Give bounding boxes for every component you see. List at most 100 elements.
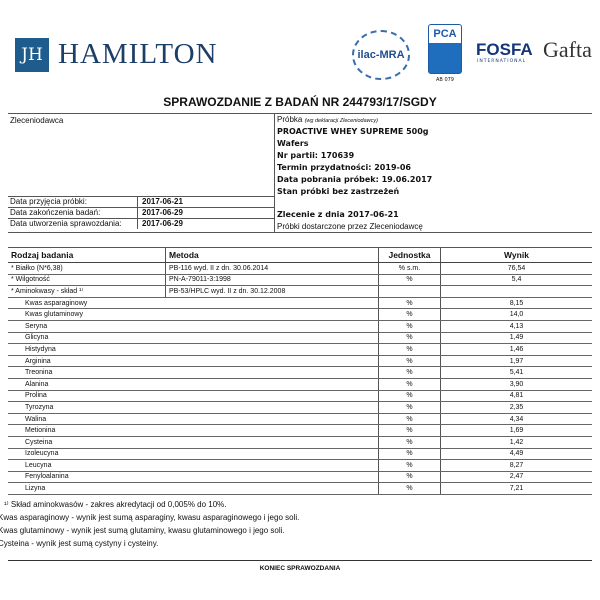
- amino-acid-result: 4,81: [440, 390, 592, 402]
- table-row: Histydyna% 1,46: [8, 344, 592, 356]
- table-row: Alanina% 3,90: [8, 378, 592, 391]
- amino-acid-unit: %: [378, 413, 440, 425]
- divider: [274, 113, 275, 232]
- amino-acid-result: 1,97: [440, 355, 592, 367]
- header-result: Wynik: [440, 248, 592, 262]
- amino-acid-result: 4,49: [440, 448, 592, 460]
- date-value: 2017-06-29: [142, 219, 183, 228]
- test-result: 5,4: [440, 274, 592, 286]
- amino-acid-unit: %: [378, 320, 440, 332]
- amino-acid-unit: %: [378, 402, 440, 413]
- sample-note: (wg deklaracji Zleceniodawcy): [304, 118, 378, 124]
- table-row: Lizyna% 7,21: [8, 483, 592, 495]
- amino-acid-result: 1,46: [440, 344, 592, 355]
- date-row: Data utworzenia sprawozdania: 2017-06-29: [8, 218, 274, 229]
- amino-acid-result: 2,47: [440, 471, 592, 483]
- order-date: Zlecenie z dnia 2017-06-21: [277, 210, 399, 219]
- pca-logo-text: PCA: [433, 28, 457, 40]
- amino-acid-name: Metionina: [25, 427, 56, 435]
- amino-acid-name: Alanina: [25, 380, 49, 388]
- divider: [8, 232, 592, 233]
- amino-acid-result: 7,21: [440, 483, 592, 494]
- table-row: Leucyna% 8,27: [8, 460, 592, 472]
- amino-acid-unit: %: [378, 309, 440, 320]
- amino-acid-unit: %: [378, 425, 440, 436]
- sample-date: Data pobrania próbek: 19.06.2017: [277, 175, 433, 184]
- amino-acid-unit: %: [378, 483, 440, 494]
- amino-acid-unit: %: [378, 460, 440, 471]
- report-title: SPRAWOZDANIE Z BADAŃ NR 244793/17/SGDY: [163, 95, 437, 109]
- test-method: PB-53/HPLC wyd. II z dn. 30.12.2008: [165, 286, 378, 297]
- amino-acid-unit: %: [378, 448, 440, 460]
- table-header: Rodzaj badania Metoda Jednostka Wynik: [8, 248, 592, 263]
- end-of-report: KONIEC SPRAWOZDANIA: [259, 565, 341, 572]
- table-row: Metionina% 1,69: [8, 425, 592, 437]
- test-unit: %: [378, 274, 440, 286]
- table-row: Tyrozyna% 2,35: [8, 402, 592, 414]
- table-row: Arginina% 1,97: [8, 355, 592, 368]
- test-method: PB-116 wyd. II z dn. 30.06.2014: [165, 263, 378, 274]
- amino-acid-name: Walina: [25, 415, 47, 423]
- amino-acid-name: Lizyna: [25, 485, 46, 493]
- header-test: Rodzaj badania: [11, 250, 74, 260]
- amino-acid-unit: %: [378, 355, 440, 367]
- pca-code: AB 079: [436, 77, 454, 83]
- footnote: ¹⁾ Skład aminokwasów - zakres akredytacj…: [4, 500, 227, 509]
- amino-acid-result: 1,42: [440, 436, 592, 448]
- amino-acid-unit: %: [378, 471, 440, 483]
- amino-acid-name: Kwas glutaminowy: [25, 311, 83, 319]
- table-row: Kwas asparaginowy% 8,15: [8, 297, 592, 310]
- test-method: PN-A-79011-3:1998: [165, 274, 378, 286]
- test-unit: % s.m.: [378, 263, 440, 274]
- table-row: Treonina% 5,41: [8, 367, 592, 379]
- table-row: * Wilgotność PN-A-79011-3:1998% 5,4: [8, 274, 592, 287]
- footnote: Cysteina - wynik jest sumą cystyny i cys…: [0, 539, 159, 548]
- amino-acid-result: 5,41: [440, 367, 592, 378]
- sample-label-line: Próbka (wg deklaracji Zleceniodawcy): [277, 115, 378, 124]
- table-row: * Białko (N*6,38) PB-116 wyd. II z dn. 30…: [8, 263, 592, 275]
- amino-acid-result: 1,49: [440, 332, 592, 344]
- date-label: Data utworzenia sprawozdania:: [8, 219, 138, 229]
- fosfa-logo-sub: INTERNATIONAL: [477, 59, 527, 64]
- amino-acid-unit: %: [378, 367, 440, 378]
- amino-acid-unit: %: [378, 436, 440, 448]
- sample-variant: Wafers: [277, 139, 309, 148]
- amino-acid-result: 8,15: [440, 297, 592, 309]
- delivered-note: Próbki dostarczone przez Zleceniodawcę: [277, 222, 423, 231]
- amino-acid-unit: %: [378, 390, 440, 402]
- company-name: HAMILTON: [58, 38, 218, 70]
- date-value: 2017-06-29: [142, 208, 183, 217]
- header-unit: Jednostka: [378, 248, 440, 262]
- amino-acid-name: Histydyna: [25, 345, 56, 353]
- amino-acid-result: 1,69: [440, 425, 592, 436]
- sample-label: Próbka: [277, 115, 303, 124]
- amino-acid-result: 4,34: [440, 413, 592, 425]
- test-name: * Wilgotność: [11, 276, 50, 284]
- ilac-mra-logo: ilac-MRA: [352, 30, 410, 80]
- amino-acid-result: 14,0: [440, 309, 592, 320]
- table-row: Fenyloalanina% 2,47: [8, 471, 592, 484]
- amino-acid-result: 4,13: [440, 320, 592, 332]
- header-method: Metoda: [165, 248, 378, 262]
- amino-acid-name: Glicyna: [25, 334, 49, 342]
- date-row: Data przyjęcia próbki: 2017-06-21: [8, 196, 274, 207]
- amino-acid-name: Treonina: [25, 369, 53, 377]
- sample-product: PROACTIVE WHEY SUPREME 500g: [277, 127, 429, 136]
- amino-acid-name: Seryna: [25, 322, 48, 330]
- client-label: Zleceniodawca: [10, 116, 64, 125]
- amino-acid-unit: %: [378, 378, 440, 390]
- footnote: Kwas asparaginowy - wynik jest sumą aspa…: [0, 513, 300, 522]
- table-row: Glicyna% 1,49: [8, 332, 592, 345]
- amino-acid-name: Prolina: [25, 392, 47, 400]
- sample-batch: Nr partii: 170639: [277, 151, 355, 160]
- divider: [8, 113, 592, 114]
- amino-acid-name: Arginina: [25, 357, 51, 365]
- test-result: 76,54: [440, 263, 592, 274]
- table-row: Cysteina% 1,42: [8, 436, 592, 449]
- hamilton-logo-mark: JH: [15, 38, 49, 72]
- date-label: Data zakończenia badań:: [8, 208, 138, 218]
- amino-acid-name: Cysteina: [25, 438, 53, 446]
- amino-acid-unit: %: [378, 332, 440, 344]
- table-row: Kwas glutaminowy% 14,0: [8, 309, 592, 321]
- test-unit: [378, 286, 440, 297]
